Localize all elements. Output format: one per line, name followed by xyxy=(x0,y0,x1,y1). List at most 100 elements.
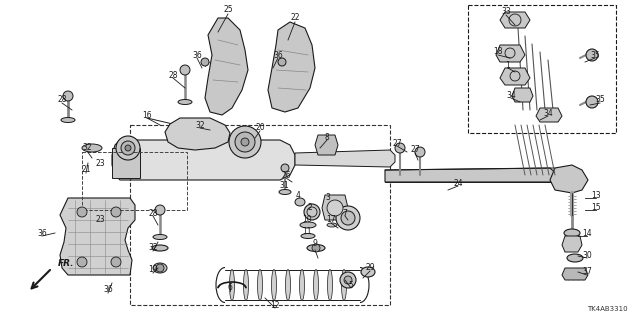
Circle shape xyxy=(415,147,425,157)
Circle shape xyxy=(278,58,286,66)
Polygon shape xyxy=(536,108,562,122)
Circle shape xyxy=(586,96,598,108)
Circle shape xyxy=(312,244,320,252)
Ellipse shape xyxy=(301,234,315,238)
Polygon shape xyxy=(562,236,582,252)
Polygon shape xyxy=(295,150,395,167)
Text: 14: 14 xyxy=(582,228,592,237)
Circle shape xyxy=(336,206,360,230)
Text: 32: 32 xyxy=(82,143,92,153)
Circle shape xyxy=(281,164,289,172)
Text: 36: 36 xyxy=(103,285,113,294)
Text: 36: 36 xyxy=(192,51,202,60)
Text: 18: 18 xyxy=(493,47,503,57)
Text: 27: 27 xyxy=(410,146,420,155)
Polygon shape xyxy=(205,18,248,115)
Text: 15: 15 xyxy=(591,203,601,212)
Circle shape xyxy=(121,141,135,155)
Circle shape xyxy=(229,126,261,158)
Text: 26: 26 xyxy=(281,171,291,180)
Circle shape xyxy=(116,136,140,160)
Polygon shape xyxy=(496,45,525,62)
Text: 23: 23 xyxy=(95,215,105,225)
Ellipse shape xyxy=(257,269,262,300)
Text: 23: 23 xyxy=(95,159,105,169)
Text: 9: 9 xyxy=(312,239,317,249)
Text: 22: 22 xyxy=(291,13,300,22)
Polygon shape xyxy=(550,165,588,193)
Circle shape xyxy=(111,257,121,267)
Text: 31: 31 xyxy=(279,180,289,189)
Text: 6: 6 xyxy=(228,284,232,292)
Ellipse shape xyxy=(314,269,319,300)
Circle shape xyxy=(586,49,598,61)
Ellipse shape xyxy=(178,100,192,105)
Circle shape xyxy=(341,211,355,225)
Ellipse shape xyxy=(295,198,305,206)
Text: 17: 17 xyxy=(326,215,336,225)
Ellipse shape xyxy=(307,244,325,252)
Circle shape xyxy=(111,207,121,217)
Polygon shape xyxy=(322,195,348,220)
Text: 34: 34 xyxy=(543,108,553,117)
Text: 10: 10 xyxy=(302,215,312,225)
Ellipse shape xyxy=(230,269,234,300)
Text: 5: 5 xyxy=(349,281,353,290)
Polygon shape xyxy=(112,148,140,178)
Ellipse shape xyxy=(279,189,291,195)
Bar xyxy=(468,5,616,133)
Text: 28: 28 xyxy=(57,95,67,105)
Polygon shape xyxy=(165,118,230,150)
Circle shape xyxy=(395,143,405,153)
Text: 3: 3 xyxy=(326,193,330,202)
Ellipse shape xyxy=(361,267,375,277)
Text: 34: 34 xyxy=(506,91,516,100)
Polygon shape xyxy=(315,135,338,155)
Circle shape xyxy=(235,132,255,152)
Circle shape xyxy=(327,200,343,216)
Text: 36: 36 xyxy=(37,228,47,237)
Polygon shape xyxy=(512,88,533,102)
Text: 35: 35 xyxy=(590,51,600,60)
Ellipse shape xyxy=(567,254,583,262)
Ellipse shape xyxy=(271,269,276,300)
Polygon shape xyxy=(60,198,135,275)
Text: TK4AB3310: TK4AB3310 xyxy=(588,306,628,312)
Polygon shape xyxy=(385,168,558,182)
Bar xyxy=(82,152,187,210)
Text: 36: 36 xyxy=(273,51,283,60)
Polygon shape xyxy=(268,22,315,112)
Circle shape xyxy=(125,145,131,151)
Ellipse shape xyxy=(61,117,75,123)
Circle shape xyxy=(63,91,73,101)
Text: 33: 33 xyxy=(501,7,511,17)
Ellipse shape xyxy=(342,269,346,300)
Ellipse shape xyxy=(328,269,333,300)
Text: 28: 28 xyxy=(148,209,157,218)
Polygon shape xyxy=(500,68,530,85)
Text: 35: 35 xyxy=(595,95,605,105)
Ellipse shape xyxy=(82,144,102,152)
Text: 4: 4 xyxy=(296,191,300,201)
Circle shape xyxy=(180,65,190,75)
Text: 1: 1 xyxy=(506,60,510,69)
Text: 20: 20 xyxy=(255,124,265,132)
Ellipse shape xyxy=(153,263,167,273)
Text: 11: 11 xyxy=(302,228,312,236)
Text: 19: 19 xyxy=(148,266,158,275)
Text: FR.: FR. xyxy=(58,260,74,268)
Text: 8: 8 xyxy=(324,132,330,141)
Text: 13: 13 xyxy=(591,190,601,199)
Circle shape xyxy=(304,204,320,220)
Circle shape xyxy=(340,272,356,288)
Polygon shape xyxy=(112,140,295,180)
Ellipse shape xyxy=(327,223,337,227)
Circle shape xyxy=(241,138,249,146)
Polygon shape xyxy=(562,268,588,280)
Ellipse shape xyxy=(285,269,291,300)
Text: 30: 30 xyxy=(582,251,592,260)
Text: 7: 7 xyxy=(342,209,348,218)
Circle shape xyxy=(156,264,164,272)
Circle shape xyxy=(77,207,87,217)
Text: 29: 29 xyxy=(365,263,375,273)
